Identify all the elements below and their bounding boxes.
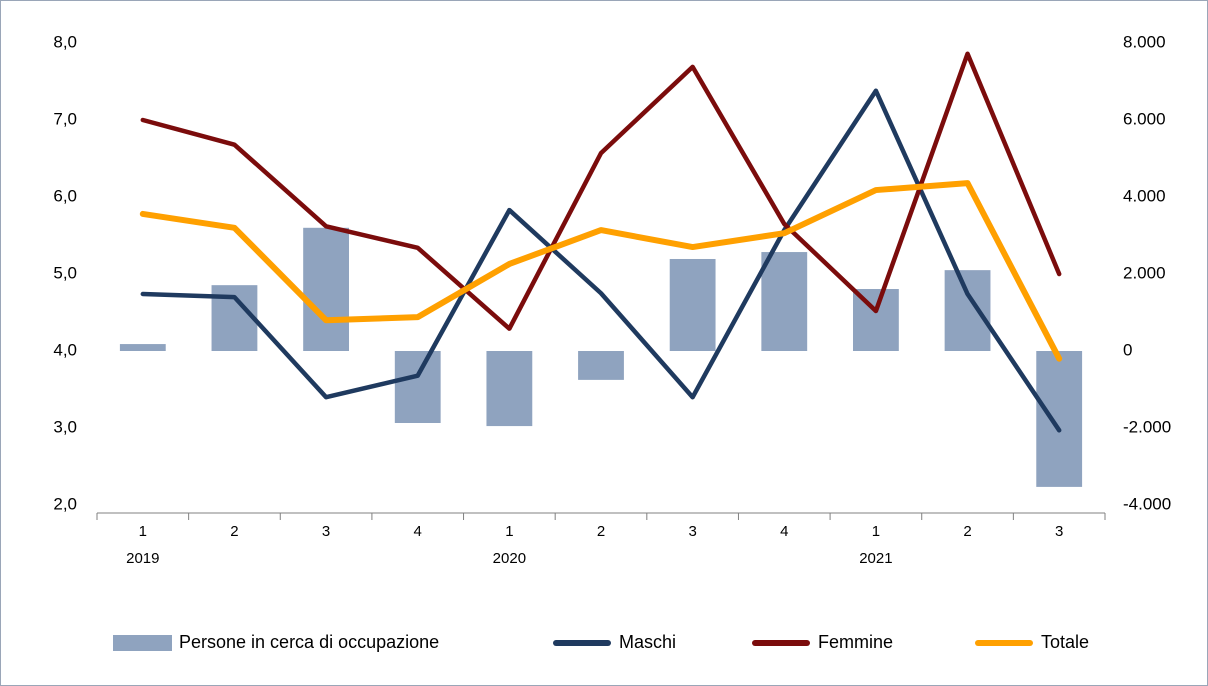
x-tick-label: 3	[688, 523, 696, 540]
y-tick-label: 8,0	[53, 32, 77, 51]
line-series	[140, 88, 1062, 433]
y2-tick-label: 6.000	[1123, 109, 1166, 128]
x-tick-label: 1	[139, 523, 147, 540]
y2-tick-label: 8.000	[1123, 32, 1166, 51]
legend-label: Femmine	[818, 632, 893, 652]
x-tick-label: 2	[963, 523, 971, 540]
x-year-label: 2020	[493, 550, 526, 567]
y-tick-label: 7,0	[53, 109, 77, 128]
x-tick-label: 1	[872, 523, 880, 540]
bar	[486, 351, 533, 427]
line-series	[140, 51, 1062, 331]
bar	[944, 270, 991, 351]
y-tick-label: 3,0	[53, 417, 77, 436]
legend-label: Persone in cerca di occupazione	[179, 632, 439, 652]
x-tick-label: 3	[1055, 523, 1063, 540]
y2-tick-label: 0	[1123, 340, 1132, 359]
x-year-label: 2021	[859, 550, 892, 567]
legend-label: Totale	[1041, 632, 1089, 652]
y-tick-label: 6,0	[53, 186, 77, 205]
bar	[394, 351, 441, 423]
y2-tick-label: 2.000	[1123, 263, 1166, 282]
x-year-label: 2019	[126, 550, 159, 567]
x-tick-label: 2	[597, 523, 605, 540]
x-tick-label: 3	[322, 523, 330, 540]
x-tick-label: 4	[780, 523, 788, 540]
x-tick-label: 4	[414, 523, 422, 540]
bar	[578, 351, 624, 380]
y-tick-label: 4,0	[53, 340, 77, 359]
bar	[303, 227, 349, 351]
y2-tick-label: 4.000	[1123, 186, 1166, 205]
y2-tick-label: -4.000	[1123, 494, 1171, 513]
legend-label: Maschi	[619, 632, 676, 652]
line-series	[139, 180, 1063, 362]
x-tick-label: 1	[505, 523, 513, 540]
bar	[1036, 351, 1083, 487]
y-tick-label: 2,0	[53, 494, 77, 513]
bar	[761, 252, 808, 351]
y2-tick-label: -2.000	[1123, 417, 1171, 436]
y-tick-label: 5,0	[53, 263, 77, 282]
bar	[119, 344, 166, 351]
x-tick-label: 2	[230, 523, 238, 540]
bar	[669, 258, 716, 351]
legend-swatch	[113, 635, 172, 651]
